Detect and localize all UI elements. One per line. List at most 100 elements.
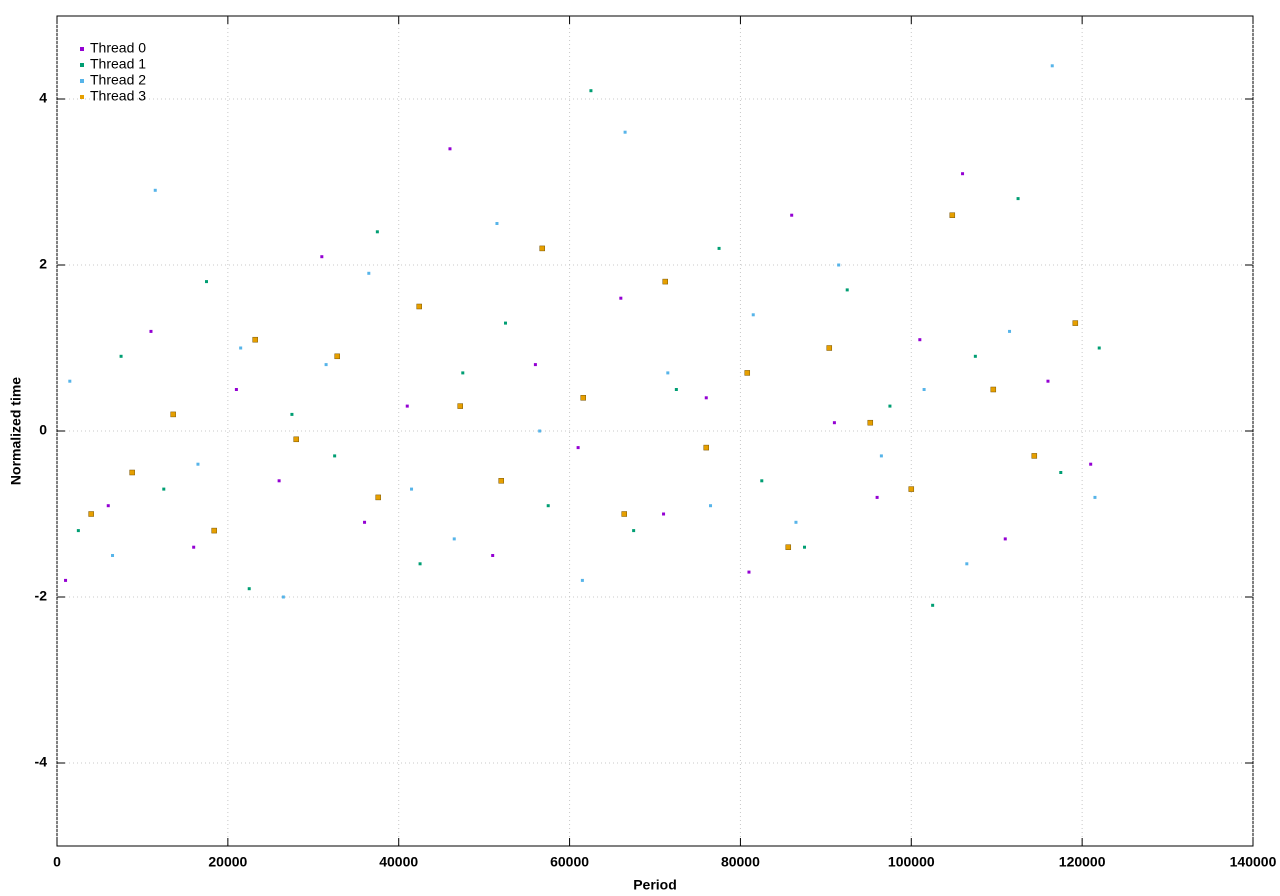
point [803,545,806,549]
point [1016,197,1020,201]
point [410,487,414,491]
x-tick-label: 0 [53,854,61,870]
point [106,504,110,508]
point [949,212,956,218]
point [252,336,258,343]
point [747,570,751,574]
point [405,404,409,408]
point [632,529,636,533]
point [1072,320,1079,326]
point [504,321,507,325]
point [580,395,586,401]
point [277,479,281,483]
point [88,511,94,517]
point [931,603,935,607]
point [539,245,545,252]
point [621,511,627,517]
point [794,520,798,524]
point [845,288,849,292]
x-tick-label: 140000 [1230,854,1277,870]
point [965,562,969,566]
point [1008,329,1012,333]
point [826,345,833,351]
point [837,263,841,267]
point [662,278,669,285]
point [666,371,670,375]
y-tick-label: 4 [39,90,47,106]
point [68,379,72,383]
point [416,303,422,310]
point [461,371,465,375]
point [709,504,713,508]
point [205,280,208,284]
point [1097,346,1101,350]
point [375,230,379,234]
legend-label: Thread 1 [90,56,146,72]
point [744,370,751,376]
y-tick-label: -2 [35,588,48,604]
point [64,578,68,582]
point [832,421,836,425]
point [457,403,463,409]
point [1050,64,1054,68]
point [990,386,997,393]
legend-marker [80,47,84,51]
point [704,396,708,400]
point [491,554,495,557]
point [717,246,721,250]
x-tick-label: 20000 [208,854,247,870]
point [333,454,337,458]
point [879,454,883,458]
point [281,595,285,599]
x-tick-label: 80000 [721,854,760,870]
point [192,545,196,549]
point [1089,462,1093,466]
point [1046,379,1050,383]
point [448,147,452,151]
point [973,354,977,358]
legend-label: Thread 2 [90,72,146,88]
legend-marker [80,79,84,83]
point [149,329,153,333]
x-tick-label: 40000 [379,854,418,870]
point [546,504,550,508]
x-tick-label: 100000 [888,854,935,870]
point [922,388,926,391]
y-tick-label: -4 [35,754,48,770]
point [961,172,965,176]
point [111,554,115,557]
point [363,520,367,524]
point [211,527,217,534]
point [703,444,710,451]
legend-label: Thread 3 [90,88,146,104]
point [334,353,340,360]
point [170,411,176,418]
point [196,462,200,466]
point [619,296,623,300]
point [153,188,157,192]
legend-marker [80,63,84,67]
point [234,388,238,391]
point [367,271,371,275]
point [293,436,299,443]
x-tick-label: 120000 [1059,854,1106,870]
x-tick-label: 60000 [550,854,589,870]
x-axis-title: Period [633,877,677,893]
point [674,388,678,391]
point [533,363,537,367]
point [498,478,504,484]
point [918,338,922,342]
point [290,412,294,416]
y-tick-label: 0 [39,422,47,438]
point [790,213,794,217]
point [247,587,251,591]
point [538,429,542,433]
point [785,544,792,550]
point [623,130,627,134]
point [320,255,324,259]
point [129,469,135,476]
y-tick-label: 2 [39,256,47,272]
point [662,512,666,516]
point [1059,471,1063,474]
